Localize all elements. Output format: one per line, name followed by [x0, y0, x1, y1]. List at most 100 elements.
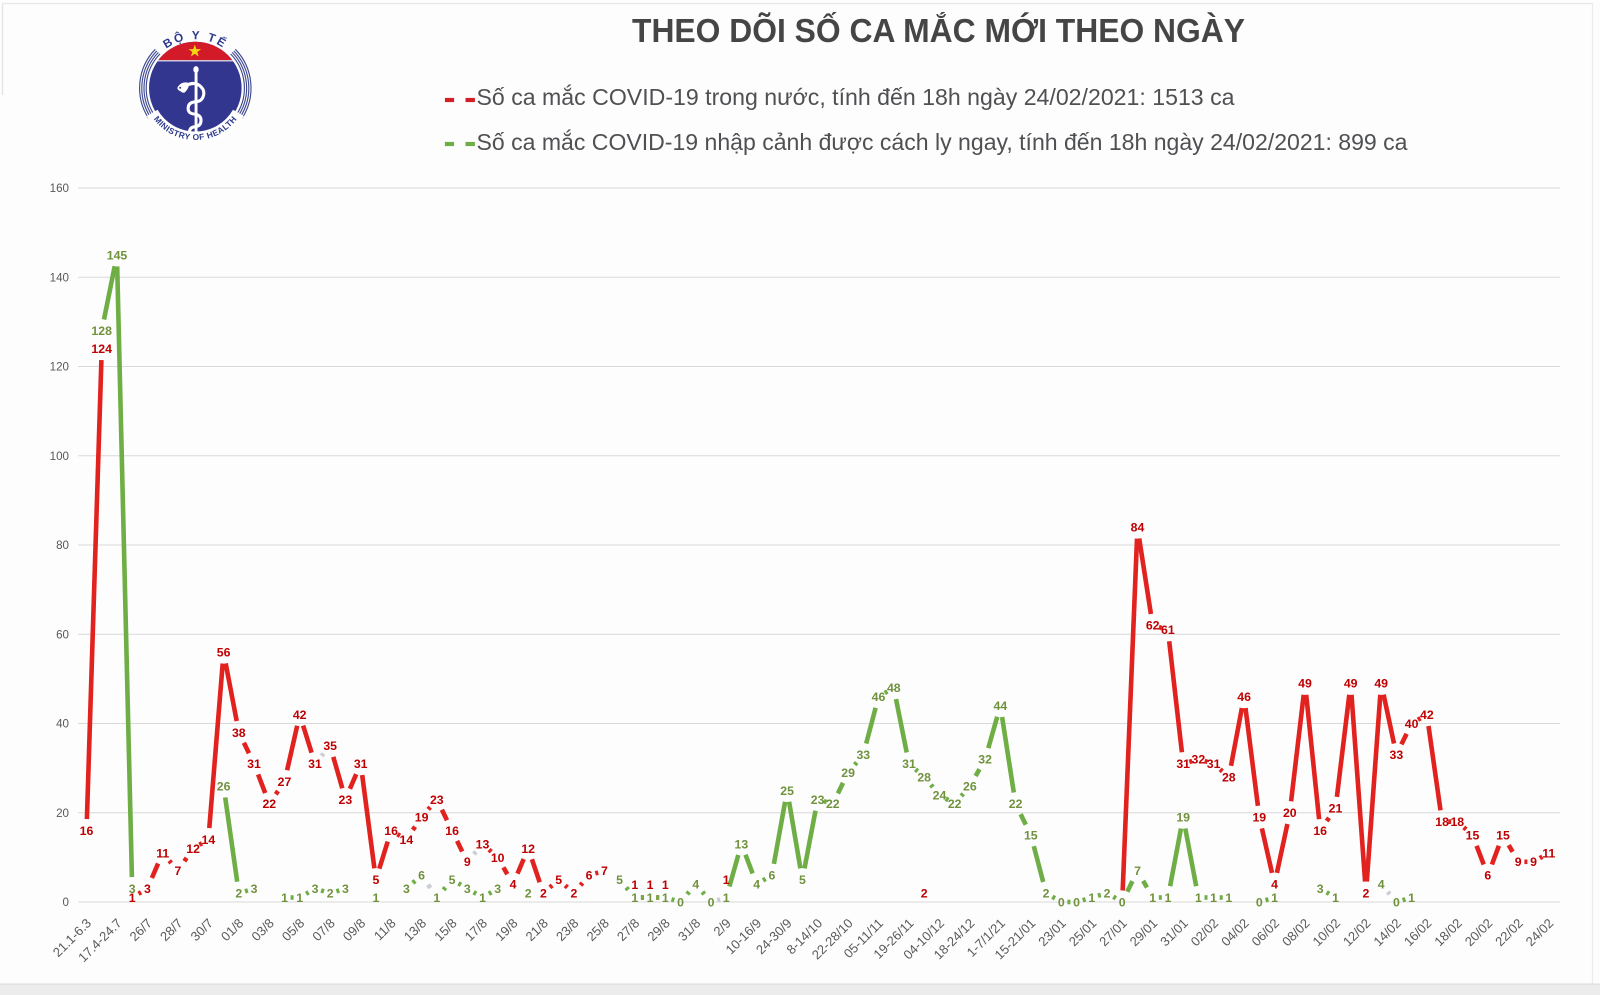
svg-text:9: 9 — [1530, 855, 1537, 869]
svg-text:14: 14 — [400, 833, 414, 847]
svg-text:40: 40 — [56, 718, 69, 731]
svg-text:3: 3 — [494, 882, 501, 896]
svg-text:38: 38 — [232, 726, 246, 740]
svg-text:21: 21 — [1329, 802, 1343, 816]
svg-text:10: 10 — [491, 851, 505, 865]
svg-text:1: 1 — [631, 891, 638, 905]
svg-text:0: 0 — [708, 895, 715, 909]
svg-text:9: 9 — [464, 855, 471, 869]
svg-text:0: 0 — [1119, 895, 1126, 909]
svg-text:42: 42 — [293, 708, 307, 722]
svg-text:4: 4 — [1271, 878, 1278, 892]
svg-text:31: 31 — [902, 757, 916, 771]
svg-text:61: 61 — [1161, 623, 1175, 637]
svg-text:31: 31 — [1176, 757, 1190, 771]
svg-text:22: 22 — [826, 797, 840, 811]
svg-text:1: 1 — [479, 891, 486, 905]
svg-text:15: 15 — [1496, 829, 1510, 843]
svg-text:THEO DÕI SỐ CA MẮC MỚI THEO NG: THEO DÕI SỐ CA MẮC MỚI THEO NGÀY — [632, 11, 1245, 49]
svg-text:42: 42 — [1420, 708, 1434, 722]
svg-text:22: 22 — [948, 797, 962, 811]
svg-text:5: 5 — [555, 873, 562, 887]
svg-text:4: 4 — [1378, 878, 1385, 892]
svg-text:5: 5 — [799, 873, 806, 887]
svg-text:16: 16 — [1313, 824, 1327, 838]
svg-text:1: 1 — [631, 878, 638, 892]
svg-text:160: 160 — [50, 182, 69, 195]
svg-text:28: 28 — [917, 770, 931, 784]
svg-text:62: 62 — [1146, 619, 1160, 633]
svg-text:33: 33 — [856, 748, 870, 762]
svg-text:5: 5 — [616, 873, 623, 887]
svg-text:20: 20 — [1283, 806, 1297, 820]
svg-text:20: 20 — [56, 807, 69, 820]
svg-text:1: 1 — [1149, 891, 1156, 905]
svg-text:4: 4 — [510, 878, 517, 892]
svg-text:4: 4 — [692, 878, 699, 892]
svg-text:124: 124 — [91, 342, 112, 356]
svg-text:0: 0 — [1058, 895, 1065, 909]
svg-text:32: 32 — [978, 753, 992, 767]
svg-text:1: 1 — [1210, 891, 1217, 905]
svg-text:16: 16 — [445, 824, 459, 838]
svg-text:23: 23 — [430, 793, 444, 807]
svg-text:27: 27 — [278, 775, 292, 789]
svg-text:0: 0 — [1256, 895, 1263, 909]
svg-text:5: 5 — [449, 873, 456, 887]
svg-text:22: 22 — [1009, 797, 1023, 811]
svg-text:46: 46 — [872, 690, 886, 704]
svg-text:31: 31 — [308, 757, 322, 771]
svg-text:5: 5 — [372, 873, 379, 887]
svg-text:1: 1 — [1195, 891, 1202, 905]
svg-text:46: 46 — [1237, 690, 1251, 704]
svg-text:1: 1 — [1164, 891, 1171, 905]
svg-text:3: 3 — [1317, 882, 1324, 896]
svg-text:2: 2 — [525, 887, 532, 901]
svg-text:35: 35 — [323, 739, 337, 753]
svg-text:49: 49 — [1344, 677, 1358, 691]
svg-text:140: 140 — [50, 271, 69, 284]
svg-text:4: 4 — [753, 878, 760, 892]
svg-text:3: 3 — [403, 882, 410, 896]
svg-text:26: 26 — [963, 779, 977, 793]
svg-text:1: 1 — [1225, 891, 1232, 905]
svg-text:60: 60 — [56, 628, 69, 641]
svg-text:29: 29 — [841, 766, 855, 780]
svg-text:2: 2 — [235, 887, 242, 901]
svg-text:15: 15 — [1024, 829, 1038, 843]
svg-text:84: 84 — [1131, 521, 1145, 535]
svg-text:2: 2 — [1362, 887, 1369, 901]
svg-text:49: 49 — [1374, 677, 1388, 691]
svg-text:12: 12 — [186, 842, 200, 856]
svg-text:19: 19 — [415, 811, 429, 825]
svg-text:1: 1 — [647, 878, 654, 892]
svg-text:3: 3 — [251, 882, 258, 896]
svg-text:80: 80 — [56, 539, 69, 552]
svg-text:Số ca mắc COVID-19 nhập cảnh đ: Số ca mắc COVID-19 nhập cảnh được cách l… — [477, 129, 1408, 155]
svg-text:23: 23 — [339, 793, 353, 807]
svg-text:3: 3 — [312, 882, 319, 896]
svg-text:6: 6 — [586, 869, 593, 883]
svg-text:18: 18 — [1435, 815, 1449, 829]
svg-text:0: 0 — [1073, 895, 1080, 909]
svg-text:48: 48 — [887, 681, 901, 695]
svg-text:19: 19 — [1176, 811, 1190, 825]
svg-text:2: 2 — [921, 887, 928, 901]
svg-text:1: 1 — [1088, 891, 1095, 905]
svg-text:Số ca mắc COVID-19 trong nước,: Số ca mắc COVID-19 trong nước, tính đến … — [477, 84, 1235, 110]
svg-text:11: 11 — [1542, 846, 1555, 860]
svg-text:28: 28 — [1222, 770, 1236, 784]
svg-text:2: 2 — [1043, 887, 1050, 901]
svg-text:25: 25 — [780, 784, 794, 798]
svg-text:1: 1 — [433, 891, 440, 905]
svg-text:1: 1 — [662, 891, 669, 905]
svg-text:0: 0 — [63, 896, 69, 909]
svg-text:16: 16 — [384, 824, 398, 838]
svg-text:31: 31 — [354, 757, 368, 771]
svg-text:3: 3 — [144, 882, 151, 896]
svg-text:18: 18 — [1450, 815, 1464, 829]
svg-text:1: 1 — [129, 891, 136, 905]
svg-text:3: 3 — [342, 882, 349, 896]
svg-text:19: 19 — [1252, 811, 1266, 825]
svg-text:22: 22 — [262, 797, 276, 811]
